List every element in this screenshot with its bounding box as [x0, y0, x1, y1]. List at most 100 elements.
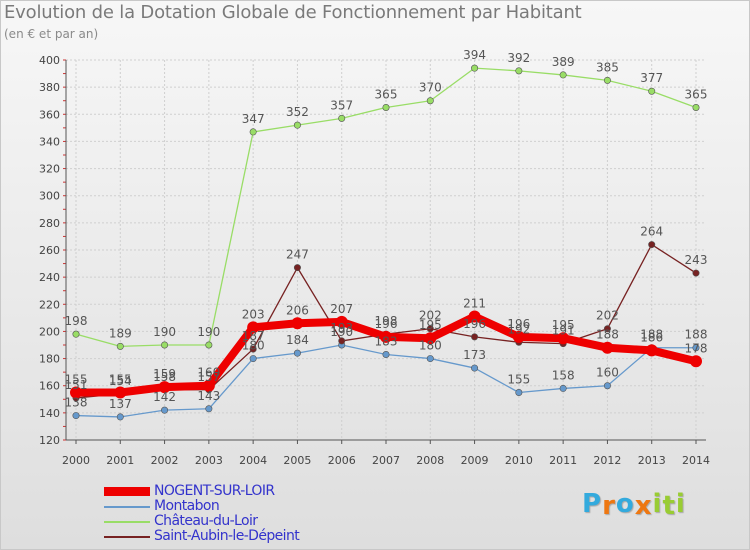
- data-label: 151: [65, 378, 88, 392]
- data-point: [161, 341, 169, 349]
- logo-letter: o: [615, 489, 635, 519]
- data-point: [247, 321, 260, 334]
- x-tick-label: 2008: [416, 454, 444, 467]
- x-tick-label: 2002: [151, 454, 179, 467]
- x-tick-label: 2000: [62, 454, 90, 467]
- chart-title: Evolution de la Dotation Globale de Fonc…: [4, 2, 582, 23]
- y-tick-label: 120: [39, 434, 60, 447]
- data-label: 196: [507, 317, 530, 331]
- data-label: 191: [552, 324, 575, 338]
- data-point: [648, 87, 656, 95]
- y-tick-label: 340: [39, 135, 60, 148]
- data-label: 206: [286, 303, 309, 317]
- y-tick-label: 260: [39, 244, 60, 257]
- data-point: [293, 264, 301, 272]
- data-point: [70, 386, 82, 399]
- data-label: 183: [375, 335, 398, 349]
- data-label: 207: [330, 302, 353, 316]
- data-label: 155: [65, 373, 88, 387]
- data-point: [515, 388, 523, 396]
- data-point: [690, 355, 702, 368]
- data-point: [293, 121, 301, 129]
- data-point: [426, 325, 434, 333]
- y-tick-label: 280: [39, 217, 60, 230]
- data-label: 184: [286, 333, 309, 347]
- data-label: 154: [109, 374, 132, 388]
- data-label: 195: [552, 318, 575, 332]
- data-label: 143: [197, 389, 220, 403]
- y-tick-label: 140: [39, 407, 60, 420]
- data-point: [335, 315, 348, 328]
- y-tick-label: 220: [39, 298, 60, 311]
- data-point: [72, 412, 80, 420]
- data-label: 196: [375, 317, 398, 331]
- data-point: [205, 405, 213, 413]
- data-point: [382, 104, 390, 112]
- data-label: 188: [596, 328, 619, 342]
- data-point: [72, 330, 80, 338]
- data-point: [205, 341, 213, 349]
- data-label: 385: [596, 60, 619, 74]
- proxiti-logo: Proxiti: [582, 489, 686, 521]
- x-tick-label: 2005: [283, 454, 311, 467]
- legend-label-saint-aubin: Saint-Aubin-le-Dépeint: [154, 528, 300, 544]
- data-label: 198: [375, 314, 398, 328]
- y-tick-label: 300: [39, 190, 60, 203]
- legend-swatch-nogent: [104, 487, 150, 496]
- y-tick-label: 180: [39, 353, 60, 366]
- data-point: [382, 350, 390, 358]
- data-label: 192: [507, 322, 530, 336]
- data-label: 347: [242, 112, 265, 126]
- data-point: [692, 104, 700, 112]
- y-tick-label: 400: [39, 54, 60, 67]
- data-point: [603, 382, 611, 390]
- data-label: 159: [153, 367, 176, 381]
- data-point: [512, 330, 525, 343]
- data-label: 190: [330, 325, 353, 339]
- data-point: [426, 97, 434, 105]
- data-point: [603, 76, 611, 84]
- legend-item-chateau[interactable]: Château-du-Loir: [104, 514, 344, 529]
- x-tick-label: 2011: [549, 454, 577, 467]
- y-tick-label: 360: [39, 108, 60, 121]
- legend-label-nogent: NOGENT-SUR-LOIR: [154, 483, 275, 499]
- data-point: [559, 71, 567, 79]
- data-label: 392: [507, 51, 530, 65]
- data-point: [114, 386, 127, 399]
- data-label: 180: [419, 339, 442, 353]
- x-tick-label: 2012: [593, 454, 621, 467]
- legend-item-nogent[interactable]: NOGENT-SUR-LOIR: [104, 484, 344, 499]
- data-label: 377: [640, 71, 663, 85]
- logo-letter: P: [582, 489, 603, 519]
- chart-subtitle: (en € et par an): [4, 27, 99, 41]
- data-label: 389: [552, 55, 575, 69]
- legend-item-montabon[interactable]: Montabon: [104, 499, 344, 514]
- data-label: 190: [197, 325, 220, 339]
- logo-letter: i: [652, 489, 663, 519]
- legend-item-saint-aubin[interactable]: Saint-Aubin-le-Dépeint: [104, 529, 344, 544]
- data-point: [291, 317, 304, 330]
- data-label: 365: [375, 88, 398, 102]
- data-point: [116, 342, 124, 350]
- y-tick-label: 380: [39, 81, 60, 94]
- data-label: 158: [552, 368, 575, 382]
- data-label: 365: [685, 88, 708, 102]
- legend-swatch-saint-aubin: [104, 536, 150, 538]
- data-label: 211: [463, 297, 486, 311]
- legend-label-chateau: Château-du-Loir: [154, 513, 258, 529]
- x-tick-label: 2009: [461, 454, 489, 467]
- data-point: [601, 341, 614, 354]
- data-label: 202: [419, 309, 442, 323]
- data-point: [515, 67, 523, 75]
- data-label: 370: [419, 81, 442, 95]
- data-label: 357: [330, 98, 353, 112]
- data-label: 137: [109, 397, 132, 411]
- data-point: [471, 64, 479, 72]
- data-label: 155: [507, 373, 530, 387]
- x-tick-label: 2010: [505, 454, 533, 467]
- data-label: 189: [109, 326, 132, 340]
- data-point: [158, 381, 171, 394]
- legend-swatch-chateau: [104, 521, 150, 523]
- data-point: [249, 128, 257, 136]
